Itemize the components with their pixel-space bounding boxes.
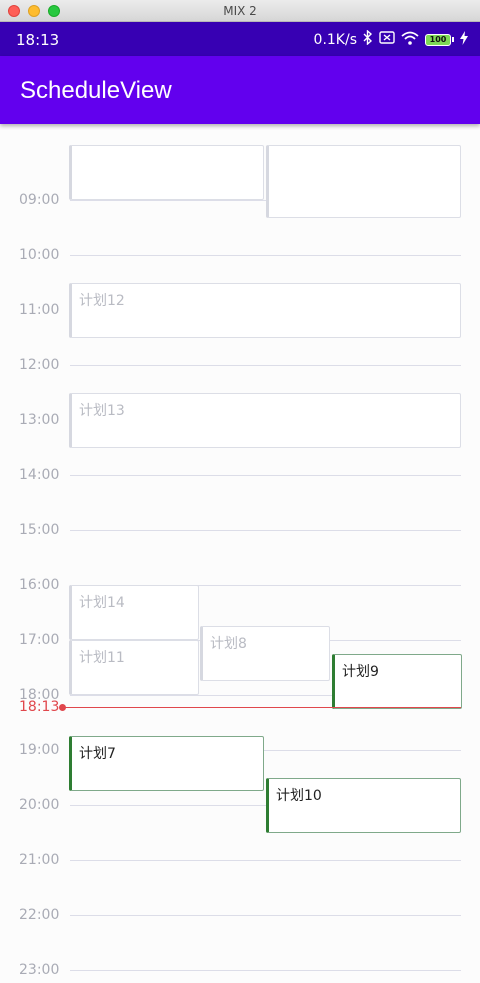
hour-gridline: [70, 915, 461, 916]
hour-label: 12:00: [19, 357, 60, 373]
hour-label: 23:00: [19, 962, 60, 978]
hour-label: 19:00: [19, 742, 60, 758]
hour-label: 10:00: [19, 247, 60, 263]
bluetooth-icon: [363, 29, 373, 49]
event-label: 计划9: [342, 663, 379, 680]
event-label: 计划12: [79, 292, 125, 309]
battery-icon: 100: [425, 33, 454, 46]
hour-label: 17:00: [19, 632, 60, 648]
event-card-plan11[interactable]: 计划11: [69, 640, 199, 695]
hour-label: 15:00: [19, 522, 60, 538]
hour-gridline: [70, 200, 461, 201]
network-speed: 0.1K/s: [313, 31, 357, 48]
hour-label: 14:00: [19, 467, 60, 483]
app-title: ScheduleView: [20, 77, 172, 104]
event-card-plan12[interactable]: 计划12: [69, 282, 461, 338]
hour-gridline: [70, 530, 461, 531]
hour-gridline: [70, 365, 461, 366]
hour-gridline: [70, 695, 461, 696]
hour-gridline: [70, 475, 461, 476]
event-card-plan7[interactable]: 计划7: [69, 736, 264, 792]
event-card-plan10[interactable]: 计划10: [266, 777, 461, 833]
hour-label: 09:00: [19, 192, 60, 208]
current-time-dot: [59, 703, 66, 711]
hour-label: 16:00: [19, 577, 60, 593]
hour-gridline: [70, 970, 461, 971]
window-title: MIX 2: [223, 4, 257, 18]
hour-label: 13:00: [19, 412, 60, 428]
event-card-plan13[interactable]: 计划13: [69, 392, 461, 448]
wifi-icon: [401, 31, 419, 49]
status-time: 18:13: [16, 31, 60, 49]
event-card-plan8[interactable]: 计划8: [200, 626, 330, 682]
battery-level: 100: [425, 33, 451, 46]
zoom-window-button[interactable]: [48, 5, 60, 17]
event-label: 计划10: [276, 787, 322, 804]
event-card-top-left[interactable]: [69, 145, 264, 200]
event-card-plan9[interactable]: 计划9: [332, 653, 462, 709]
status-bar: 18:13 0.1K/s 100: [0, 22, 480, 56]
hour-label: 20:00: [19, 797, 60, 813]
hour-gridline: [70, 805, 461, 806]
hour-label: 11:00: [19, 302, 60, 318]
schedule-view[interactable]: 09:00 10:00 11:00 12:00 13:00 14:00 15:00 16:00…: [0, 124, 480, 983]
hour-label: 18:00: [19, 687, 60, 703]
app-bar: ScheduleView: [0, 56, 480, 124]
close-window-button[interactable]: [8, 5, 20, 17]
minimize-window-button[interactable]: [28, 5, 40, 17]
hour-label: 22:00: [19, 907, 60, 923]
hour-gridline: [70, 860, 461, 861]
event-label: 计划8: [210, 636, 247, 653]
sim-none-icon: [379, 31, 395, 48]
event-card-top-right[interactable]: [266, 145, 461, 219]
hour-gridline: [70, 750, 461, 751]
charging-icon: [460, 30, 468, 49]
event-label: 计划11: [79, 650, 125, 666]
hour-gridline: [70, 585, 461, 586]
event-label: 计划13: [79, 402, 125, 419]
current-time-line: [62, 706, 461, 708]
event-label: 计划14: [79, 595, 125, 611]
hour-label: 21:00: [19, 852, 60, 868]
event-card-plan14[interactable]: 计划14: [69, 585, 199, 640]
event-label: 计划7: [79, 746, 116, 763]
hour-gridline: [70, 255, 461, 256]
current-time-label: 18:13: [19, 698, 60, 715]
window-titlebar: MIX 2: [0, 0, 480, 22]
